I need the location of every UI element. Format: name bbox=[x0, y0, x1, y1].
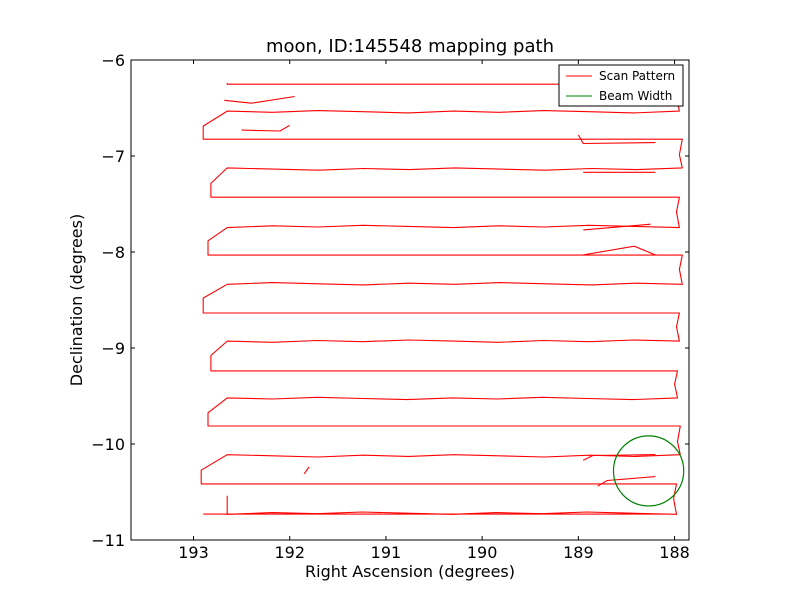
series-layer bbox=[200, 83, 685, 515]
y-tick-label: −11 bbox=[91, 531, 125, 550]
y-tick-label: −10 bbox=[91, 435, 125, 454]
legend-scan-label: Scan Pattern bbox=[599, 69, 675, 83]
y-tick-label: −9 bbox=[101, 339, 125, 358]
scan-pattern-segment bbox=[303, 466, 310, 475]
x-tick-label: 191 bbox=[371, 543, 402, 562]
y-tick-label: −6 bbox=[101, 51, 125, 70]
x-tick-label: 189 bbox=[563, 543, 594, 562]
scan-pattern-segment bbox=[241, 124, 290, 132]
scan-pattern-segment bbox=[597, 476, 656, 487]
y-tick-label: −8 bbox=[101, 243, 125, 262]
scan-pattern-segment bbox=[224, 95, 295, 104]
scan-pattern-path bbox=[200, 83, 683, 515]
scan-pattern-segment bbox=[583, 223, 651, 231]
legend-beam-label: Beam Width bbox=[599, 89, 672, 103]
chart-title: moon, ID:145548 mapping path bbox=[266, 36, 554, 57]
y-tick-label: −7 bbox=[101, 147, 125, 166]
x-tick-label: 188 bbox=[659, 543, 690, 562]
legend-box bbox=[558, 64, 684, 107]
legend: Scan Pattern Beam Width bbox=[558, 64, 684, 107]
plot-area: 193 192 191 190 189 188 −6 −7 −8 −9 −10 −11 bbox=[91, 51, 690, 562]
scan-pattern-segment bbox=[583, 245, 656, 256]
scan-pattern-segment bbox=[577, 134, 656, 145]
x-tick-label: 192 bbox=[274, 543, 305, 562]
y-axis-label: Declination (degrees) bbox=[67, 214, 86, 386]
x-tick-label: 193 bbox=[178, 543, 209, 562]
scan-pattern-segment bbox=[582, 454, 656, 461]
axes-frame bbox=[130, 59, 690, 541]
beam-width-circle bbox=[612, 435, 685, 507]
tick-layer: 193 192 191 190 189 188 −6 −7 −8 −9 −10 −11 bbox=[91, 51, 690, 562]
x-tick-label: 190 bbox=[467, 543, 498, 562]
x-axis-label: Right Ascension (degrees) bbox=[305, 562, 515, 581]
